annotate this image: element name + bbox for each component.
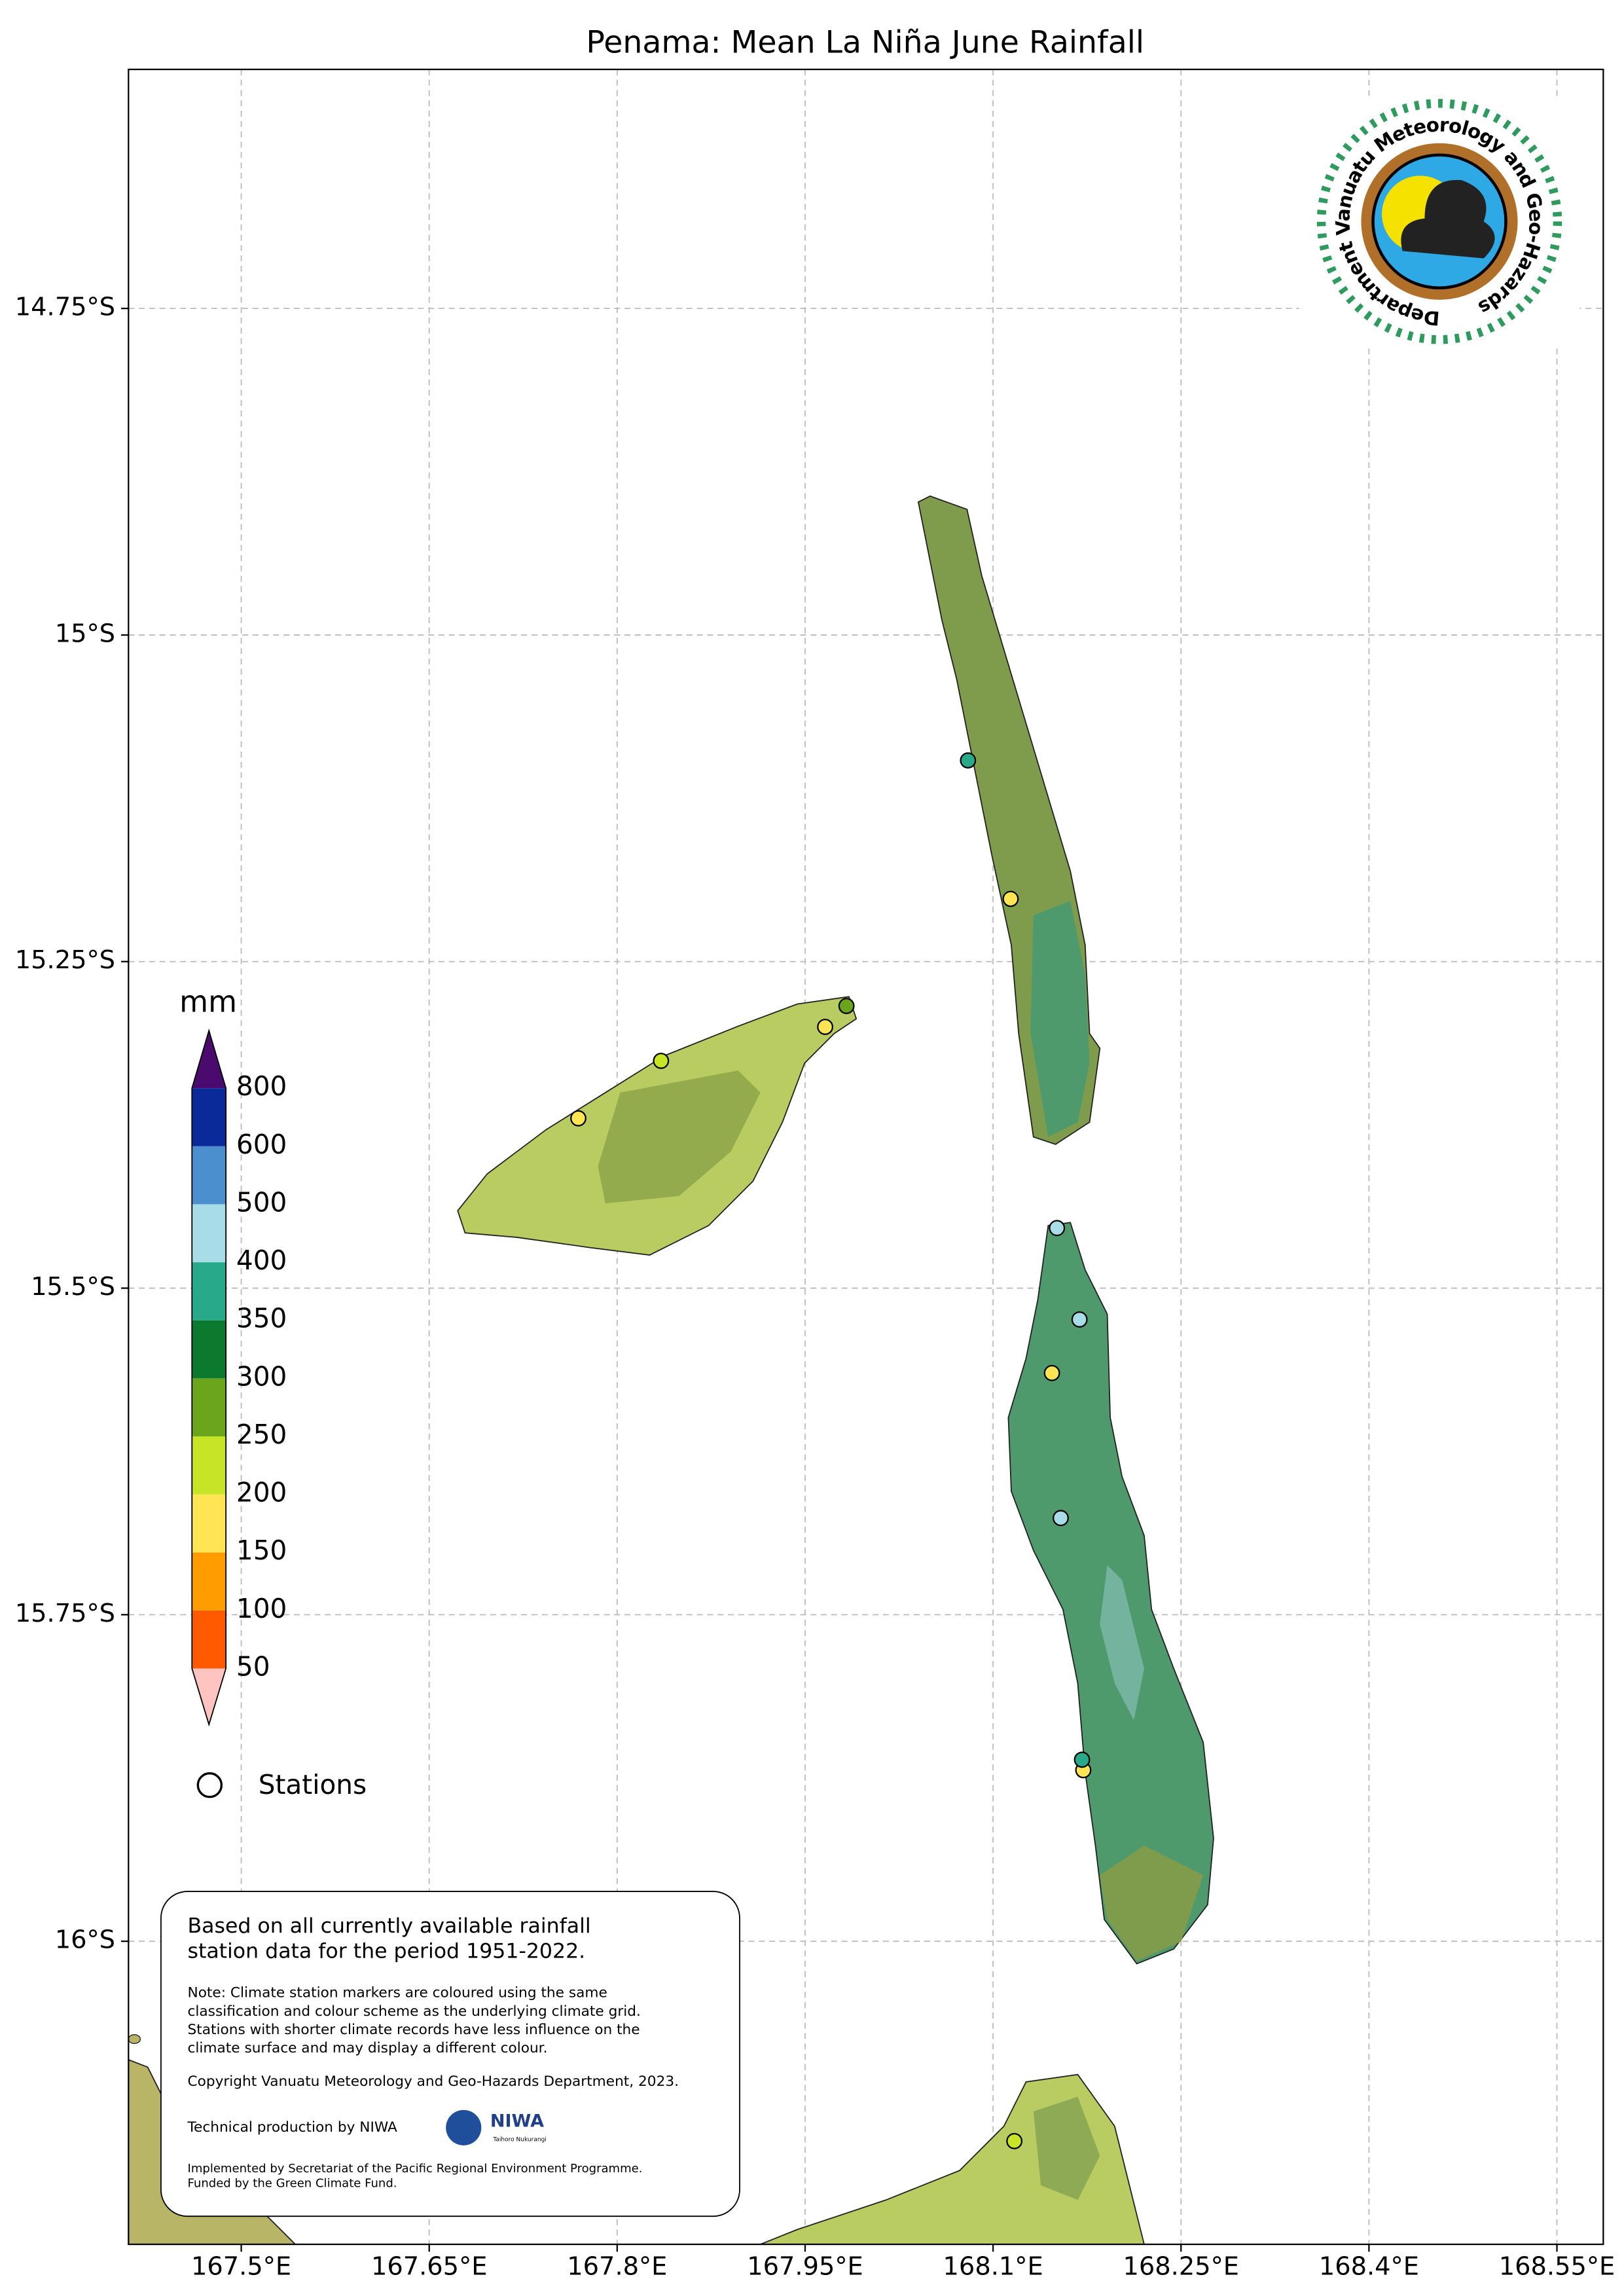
station-marker	[960, 752, 977, 769]
colorbar-label: 500	[236, 1186, 287, 1218]
plot-frame	[128, 68, 1604, 2246]
axis-ticks: 167.5°E 167.65°E 167.8°E 167.95°E 168.1°E 168…	[15, 293, 1615, 2282]
islet	[128, 2034, 141, 2045]
land	[128, 495, 1214, 2245]
note-body: Stations with shorter climate records ha…	[188, 2022, 640, 2038]
colorbar-over	[192, 1030, 226, 1089]
note-body: classification and colour scheme as the …	[188, 2003, 641, 2020]
note-funding: Implemented by Secretariat of the Pacifi…	[188, 2162, 643, 2176]
x-tick-label: 167.5°E	[191, 2252, 291, 2282]
colorbar-segment	[192, 1610, 226, 1669]
y-tick-label: 15.75°S	[15, 1599, 115, 1628]
map-title: Penama: Mean La Niña June Rainfall	[586, 25, 1144, 61]
note-funding: Funded by the Green Climate Fund.	[188, 2177, 397, 2191]
note-body: Note: Climate station markers are colour…	[188, 1985, 607, 2001]
colorbar-label: 300	[236, 1360, 287, 1392]
note-box: Based on all currently available rainfal…	[160, 1891, 740, 2217]
island-highland	[1030, 900, 1090, 1137]
colorbar-segment	[192, 1552, 226, 1611]
x-tick-label: 167.8°E	[567, 2252, 667, 2282]
station-marker	[570, 1110, 586, 1127]
island-lowland	[1100, 1846, 1204, 1961]
colorbar-under	[192, 1668, 226, 1725]
colorbar-segment	[192, 1320, 226, 1379]
stations	[570, 752, 1092, 2149]
logo-laurel	[1316, 99, 1562, 344]
colorbar-label: 600	[236, 1129, 287, 1160]
station-marker	[1071, 1311, 1088, 1328]
logo-cloud	[1401, 179, 1495, 259]
y-tick-label: 15°S	[55, 619, 115, 648]
colorbar-segment	[192, 1494, 226, 1553]
x-tick-label: 168.55°E	[1499, 2252, 1615, 2282]
colorbar-unit: mm	[179, 985, 237, 1019]
note-lead: station data for the period 1951-2022.	[188, 1940, 586, 1963]
colorbar-label: 200	[236, 1477, 287, 1508]
colorbar-label: 400	[236, 1245, 287, 1276]
colorbar-segment	[192, 1436, 226, 1495]
x-tick-label: 168.1°E	[943, 2252, 1043, 2282]
station-marker	[1049, 1220, 1066, 1237]
colorbar-label: 150	[236, 1535, 287, 1566]
x-tick-label: 168.25°E	[1123, 2252, 1239, 2282]
station-legend-label: Stations	[259, 1769, 367, 1800]
note-frame	[160, 1891, 740, 2217]
niwa-tagline: Taihoro Nukurangi	[492, 2136, 546, 2143]
island-valley	[1100, 1565, 1144, 1721]
station-marker	[817, 1019, 834, 1035]
colorbar-label: 250	[236, 1419, 287, 1450]
y-tick-label: 14.75°S	[15, 293, 115, 322]
colorbar-segment	[192, 1088, 226, 1146]
note-body: climate surface and may display a differ…	[188, 2040, 548, 2056]
y-tick-label: 15.25°S	[15, 945, 115, 975]
y-tick-label: 15.5°S	[31, 1272, 115, 1302]
colorbar-segment	[192, 1146, 226, 1205]
colorbar: mm 50 100 150 200 250 300 350 400 500 600 800	[179, 985, 287, 1727]
colorbar-segment	[192, 1262, 226, 1321]
logo: Department Vanuatu Meteorology and Geo-H…	[1299, 96, 1580, 347]
station-marker	[1043, 1364, 1060, 1381]
colorbar-label: 350	[236, 1303, 287, 1334]
station-marker	[1006, 2133, 1023, 2149]
station-marker	[653, 1052, 670, 1069]
station-marker	[1002, 890, 1019, 907]
y-tick-label: 16°S	[55, 1925, 115, 1955]
colorbar-segment	[192, 1378, 226, 1436]
x-tick-label: 167.95°E	[747, 2252, 863, 2282]
island-highland	[598, 1070, 761, 1204]
x-tick-label: 168.4°E	[1319, 2252, 1419, 2282]
note-lead: Based on all currently available rainfal…	[188, 1914, 591, 1938]
colorbar-label: 100	[236, 1593, 287, 1624]
colorbar-label: 800	[236, 1070, 287, 1102]
station-marker	[838, 998, 855, 1014]
x-tick-label: 167.65°E	[371, 2252, 488, 2282]
colorbar-segment	[192, 1204, 226, 1263]
niwa-logo-mark	[446, 2109, 482, 2145]
niwa-name: NIWA	[490, 2111, 544, 2131]
colorbar-label: 50	[236, 1650, 270, 1682]
island-highland	[1033, 2096, 1100, 2200]
note-copyright: Copyright Vanuatu Meteorology and Geo-Ha…	[188, 2073, 679, 2090]
colorbar-outline	[191, 1029, 227, 1727]
station-marker	[1074, 1751, 1091, 1768]
station-marker	[1053, 1510, 1069, 1527]
note-production: Technical production by NIWA	[187, 2119, 398, 2136]
station-legend-marker	[196, 1772, 223, 1798]
